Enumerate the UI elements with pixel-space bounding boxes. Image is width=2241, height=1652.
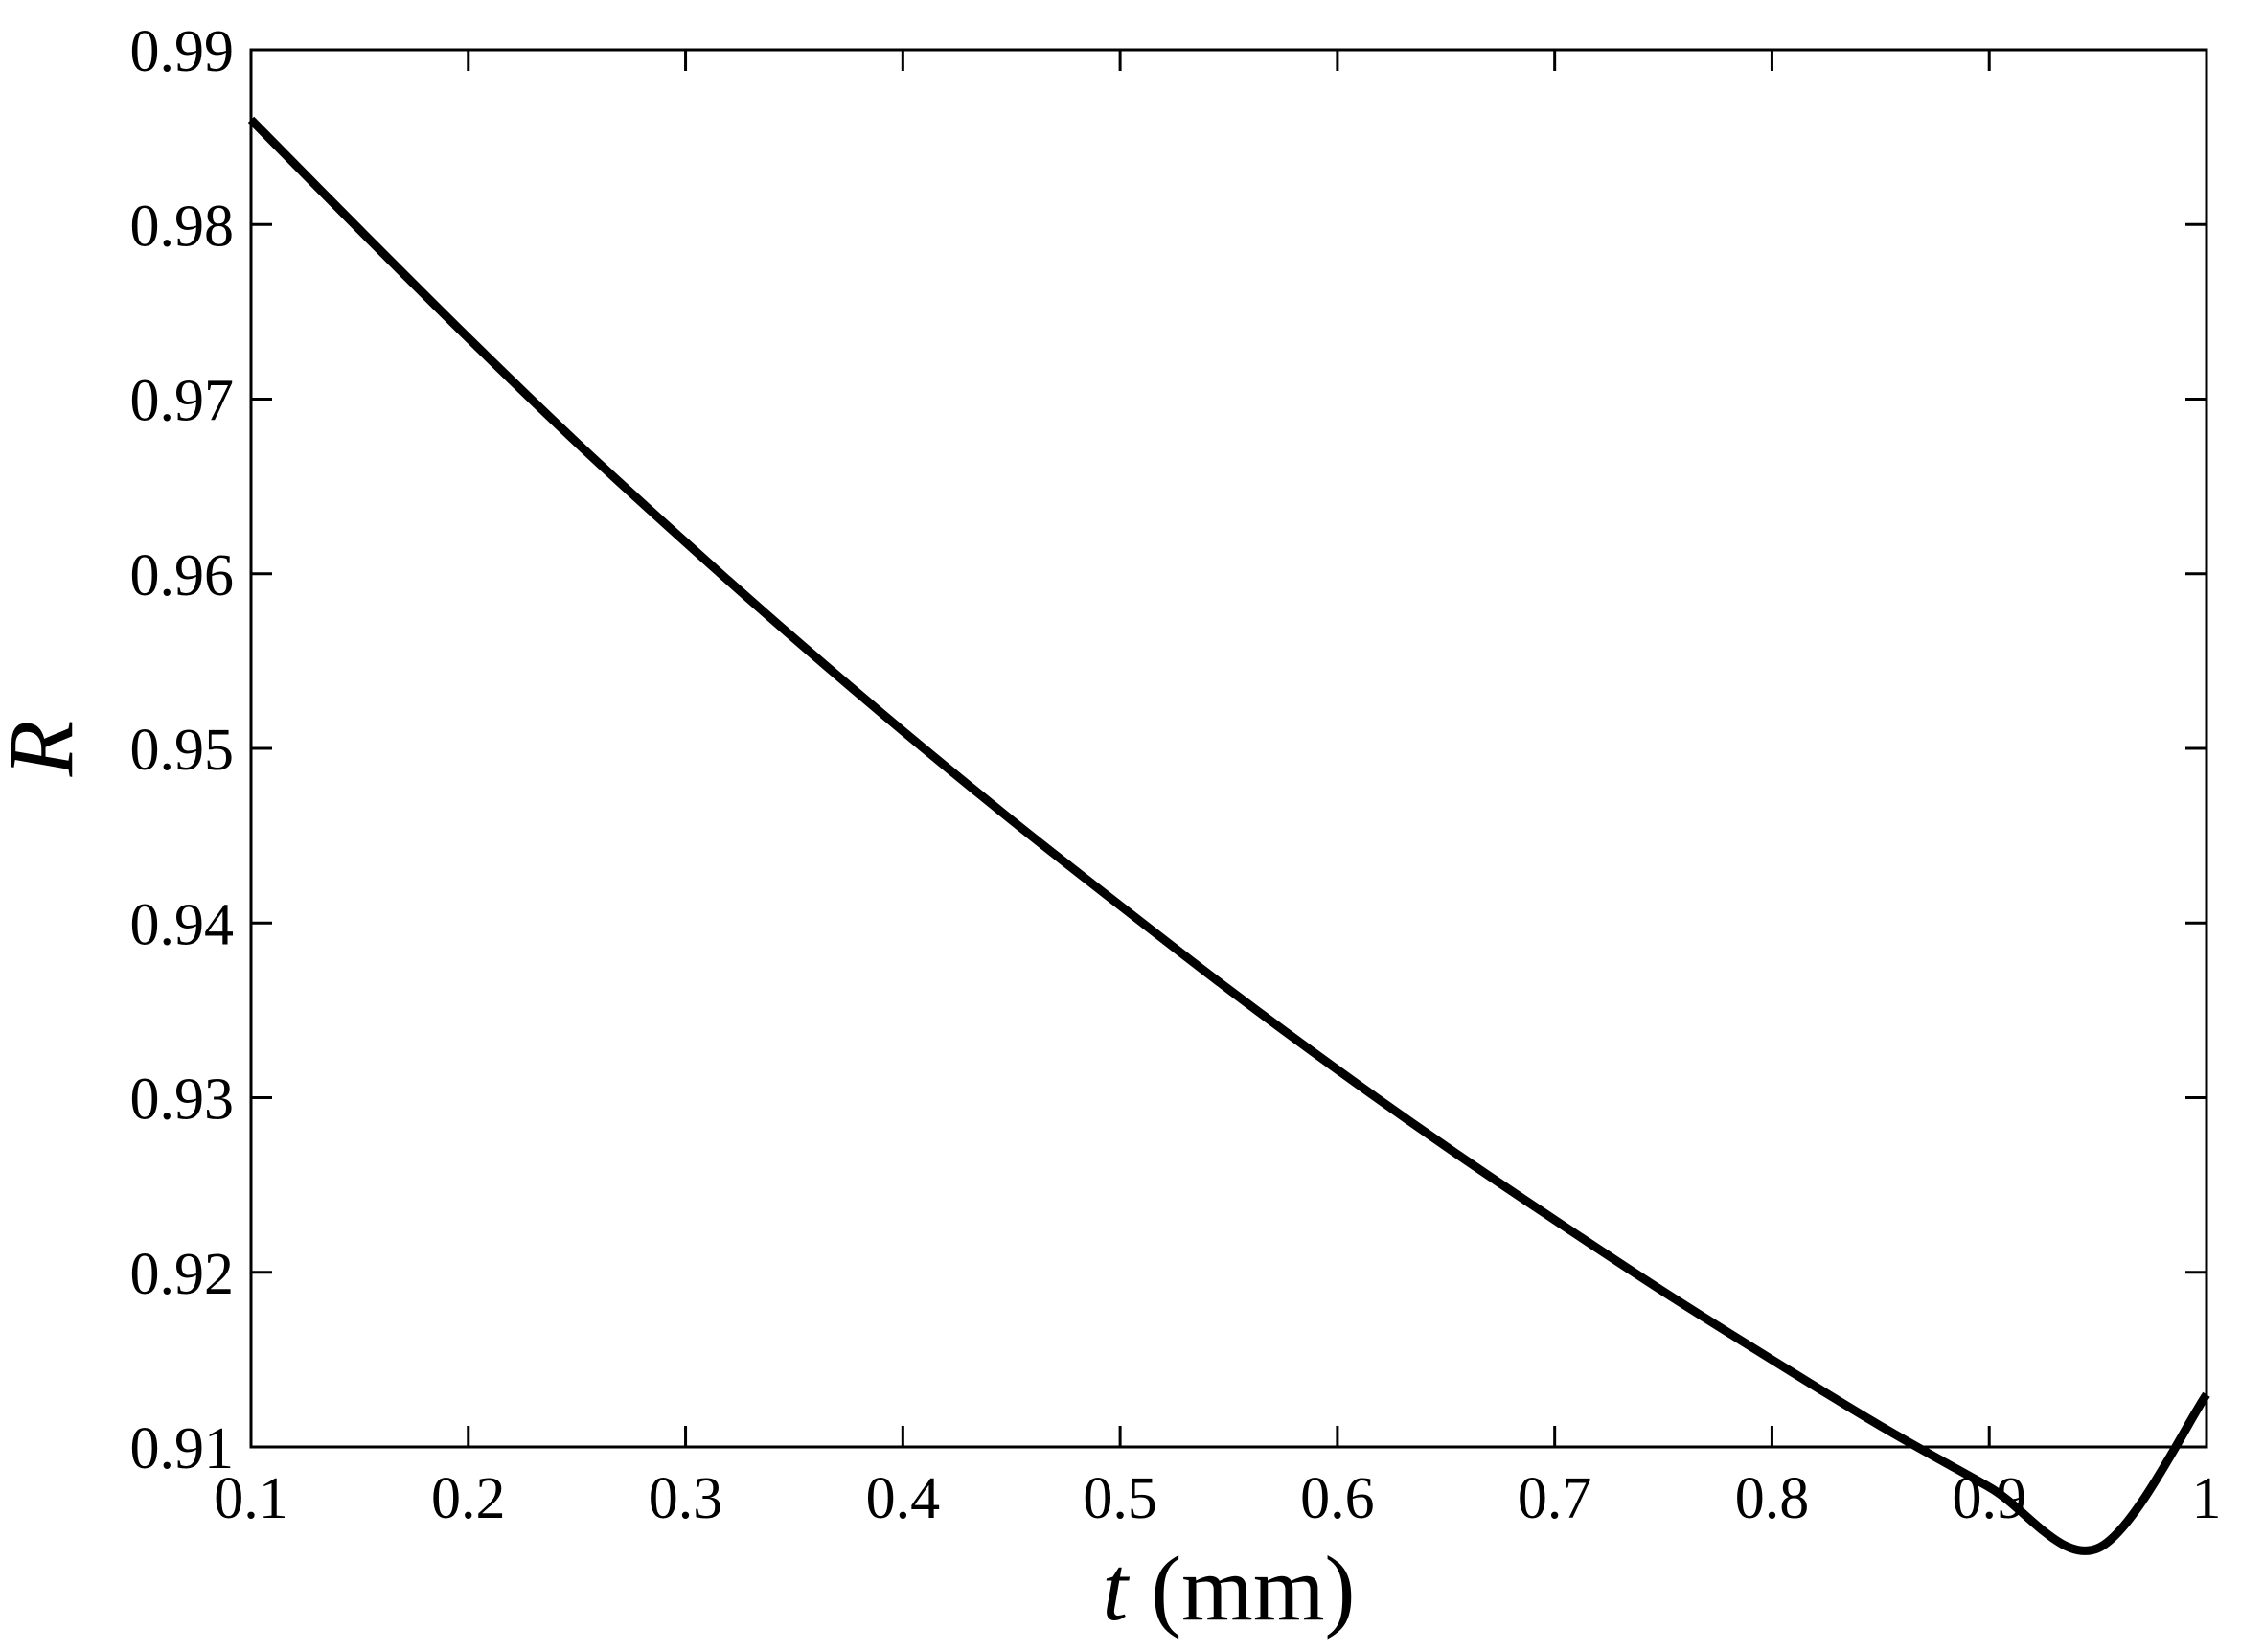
y-tick-label: 0.94 <box>130 892 235 957</box>
y-tick-label: 0.99 <box>130 19 235 84</box>
x-tick-label: 0.1 <box>214 1466 288 1531</box>
x-axis-label-var: t <box>1103 1537 1131 1640</box>
x-tick-label: 0.6 <box>1300 1466 1375 1531</box>
x-tick-label: 0.4 <box>866 1466 941 1531</box>
labels-layer: t(mm) R <box>0 721 1355 1640</box>
y-tick-label: 0.96 <box>130 543 235 608</box>
y-tick-label: 0.98 <box>130 194 235 259</box>
x-tick-label: 1 <box>2192 1466 2222 1531</box>
x-axis-label-unit: (mm) <box>1151 1537 1355 1640</box>
y-tick-label: 0.95 <box>130 718 235 783</box>
x-tick-label: 0.2 <box>431 1466 506 1531</box>
y-tick-label: 0.91 <box>130 1416 235 1481</box>
x-tick-label: 0.3 <box>649 1466 723 1531</box>
x-tick-label: 0.5 <box>1083 1466 1157 1531</box>
x-tick-label: 0.8 <box>1735 1466 1810 1531</box>
y-tick-label: 0.92 <box>130 1242 235 1307</box>
y-axis-label: R <box>0 721 92 778</box>
ticks-layer: 0.1 0.2 0.3 0.4 0.5 0.6 0.7 0.8 0.9 10.910.920.93… <box>130 19 2222 1531</box>
x-axis-label: t (mm) <box>1103 1537 1356 1640</box>
x-tick-label: 0.7 <box>1518 1466 1592 1531</box>
plot-area-frame <box>249 48 2208 1449</box>
series-layer <box>247 116 2210 1555</box>
series-line <box>247 116 2210 1555</box>
y-tick-label: 0.97 <box>130 369 235 434</box>
y-tick-label: 0.93 <box>130 1067 235 1133</box>
